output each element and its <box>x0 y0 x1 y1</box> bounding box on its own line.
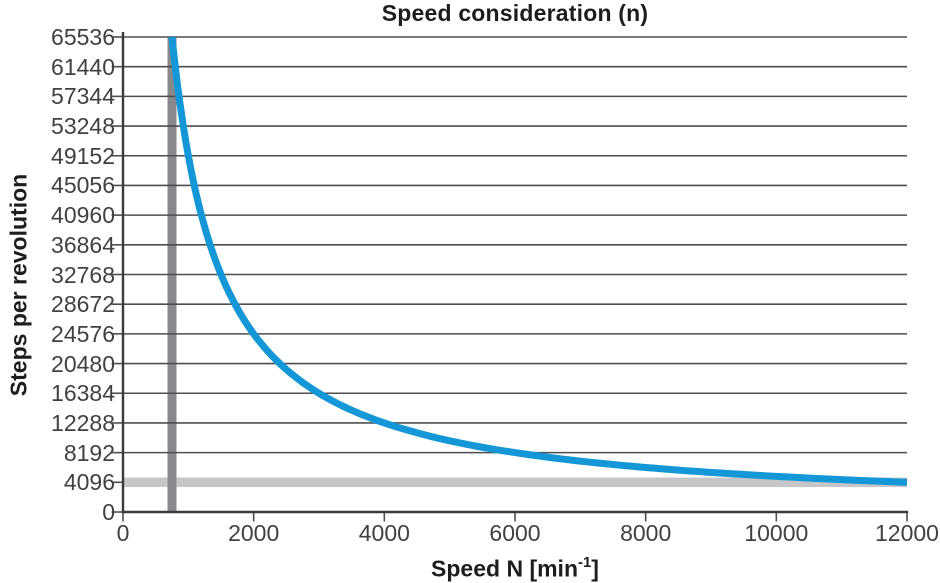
x-axis-label-bracket: ] <box>591 555 599 582</box>
y-tick-label-65536: 65536 <box>51 24 115 50</box>
x-tick-label-8000: 8000 <box>620 520 672 546</box>
y-tick-label-53248: 53248 <box>51 113 115 140</box>
y-tick-label-57344: 57344 <box>51 83 115 110</box>
x-tick-label-0: 0 <box>116 520 130 546</box>
y-tick-label-20480: 20480 <box>51 350 115 377</box>
y-tick-label-16384: 16384 <box>51 380 115 407</box>
x-tick-label-6000: 6000 <box>489 520 541 546</box>
chart-title: Speed consideration (n) <box>381 0 649 26</box>
y-tick-label-28672: 28672 <box>51 291 115 318</box>
y-tick-label-24576: 24576 <box>51 320 115 347</box>
y-tick-label-4096: 4096 <box>63 469 115 496</box>
x-tick-label-2000: 2000 <box>228 520 280 546</box>
x-tick-label-10000: 10000 <box>744 520 809 546</box>
speed-curve <box>168 36 908 486</box>
x-tick-label-12000: 12000 <box>875 520 939 546</box>
x-axis-label-text: Speed N [min <box>431 555 578 582</box>
y-tick-label-45056: 45056 <box>51 172 115 199</box>
y-tick-label-8192: 8192 <box>63 439 115 466</box>
y-tick-label-40960: 40960 <box>51 202 115 229</box>
y-tick-label-12288: 12288 <box>51 409 115 436</box>
x-tick-label-4000: 4000 <box>358 520 410 546</box>
x-axis-label: Speed N [min-1] <box>123 553 907 583</box>
y-tick-label-32768: 32768 <box>51 261 115 288</box>
y-tick-label-49152: 49152 <box>51 142 115 169</box>
resolution-marker-band <box>123 477 907 488</box>
y-tick-label-0: 0 <box>102 499 115 525</box>
y-tick-label-36864: 36864 <box>51 231 115 258</box>
y-tick-label-61440: 61440 <box>51 53 115 80</box>
x-axis-label-superscript: -1 <box>578 553 592 571</box>
